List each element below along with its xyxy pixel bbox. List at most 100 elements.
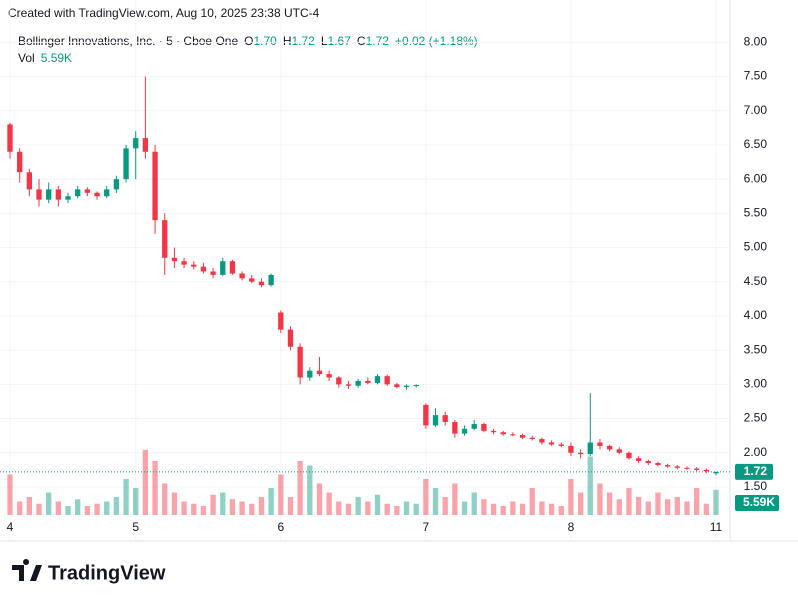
candle-body xyxy=(336,377,342,385)
y-tick-label: 6.00 xyxy=(744,171,768,185)
volume-bar xyxy=(374,494,381,515)
candle-body xyxy=(46,189,52,200)
candle-body xyxy=(355,380,361,386)
watermark: Created with TradingView.com, Aug 10, 20… xyxy=(8,6,320,20)
candle-body xyxy=(326,374,332,378)
x-tick-label: 4 xyxy=(7,520,14,534)
y-tick-label: 3.50 xyxy=(744,342,768,356)
volume-bar xyxy=(229,499,236,515)
candle-body xyxy=(606,445,613,450)
volume-bar xyxy=(384,503,390,515)
last-price-label: 1.72 xyxy=(744,464,768,478)
candle-body xyxy=(65,196,71,200)
volume-bar xyxy=(539,501,545,515)
volume-bar xyxy=(403,501,410,515)
volume-bar xyxy=(664,499,671,515)
volume-bar xyxy=(684,501,690,515)
volume-value: 5.59K xyxy=(41,51,72,65)
candle-body xyxy=(384,376,390,385)
high: 1.72 xyxy=(292,34,316,48)
candle-body xyxy=(587,442,593,455)
open: 1.70 xyxy=(253,34,277,48)
candle-body xyxy=(510,434,516,436)
candle-body xyxy=(413,385,419,387)
volume-bar xyxy=(36,503,42,515)
volume-bar xyxy=(307,465,313,515)
candle-body xyxy=(171,257,178,262)
y-tick-label: 2.50 xyxy=(744,411,768,425)
candle-body xyxy=(268,274,274,286)
plot xyxy=(0,0,730,541)
volume-bar xyxy=(268,488,274,515)
volume-bar xyxy=(626,488,632,515)
candle-body xyxy=(664,465,671,467)
x-tick-label: 11 xyxy=(710,520,723,534)
logo-text: TradingView xyxy=(48,562,166,584)
volume-bar xyxy=(278,474,284,515)
candle-body xyxy=(239,273,245,279)
volume-bar xyxy=(432,488,439,515)
volume-bar xyxy=(133,488,139,515)
volume-bar xyxy=(490,503,497,515)
y-tick-label: 6.50 xyxy=(744,137,768,151)
candle-body xyxy=(123,148,129,180)
volume-bar xyxy=(258,497,265,515)
candle-body xyxy=(7,124,13,152)
candle-body xyxy=(229,261,236,274)
volume-bar xyxy=(471,492,477,515)
volume-bar xyxy=(287,497,294,515)
candle-body xyxy=(55,189,62,200)
volume-bar xyxy=(162,483,168,515)
x-tick-label: 6 xyxy=(277,520,284,534)
y-tick-label: 4.50 xyxy=(744,274,768,288)
candle-body xyxy=(113,179,120,190)
volume-bar xyxy=(75,499,81,515)
volume-bar xyxy=(181,501,187,515)
y-tick-label: 1.50 xyxy=(744,479,768,493)
volume-bar xyxy=(616,499,622,515)
y-tick-label: 2.00 xyxy=(744,445,768,459)
y-tick-label: 5.00 xyxy=(744,240,768,254)
logo: TradingView xyxy=(12,559,166,584)
candle-body xyxy=(490,430,497,433)
y-tick-label: 7.00 xyxy=(744,103,768,117)
y-tick-label: 8.00 xyxy=(744,34,768,48)
candle-body xyxy=(452,421,458,434)
y-tick-label: 5.50 xyxy=(744,206,768,220)
volume-bar xyxy=(394,506,400,515)
candle-body xyxy=(249,278,255,282)
candle-body xyxy=(529,437,535,440)
candle-body xyxy=(210,271,216,275)
candle-body xyxy=(693,468,700,470)
volume-bar xyxy=(142,449,149,515)
x-tick-label: 7 xyxy=(423,520,430,534)
candle-body xyxy=(258,281,265,286)
volume-bar xyxy=(84,506,91,515)
candle-body xyxy=(548,442,555,445)
candle-body xyxy=(432,415,439,426)
volume-bar xyxy=(674,497,680,515)
candle-body xyxy=(635,458,642,461)
volume-bar xyxy=(200,506,207,515)
candle-body xyxy=(616,449,622,453)
last-price-box xyxy=(735,463,773,480)
volume-bar xyxy=(171,492,178,515)
volume-bar xyxy=(345,503,352,515)
volume-bar xyxy=(316,483,323,515)
candle-body xyxy=(133,138,139,149)
volume-bar xyxy=(113,497,120,515)
candle-body xyxy=(442,415,448,422)
volume-bar xyxy=(326,492,332,515)
volume-bar xyxy=(442,497,448,515)
candle-body xyxy=(568,445,574,453)
candle-body xyxy=(94,192,100,197)
volume-bar xyxy=(703,503,709,515)
high-label: H xyxy=(283,34,292,48)
candle-body xyxy=(75,189,81,197)
candle-body xyxy=(316,370,323,375)
candle-body xyxy=(287,329,294,347)
volume-bar xyxy=(423,479,429,515)
candle-body xyxy=(220,261,226,275)
volume-bar xyxy=(529,488,535,515)
